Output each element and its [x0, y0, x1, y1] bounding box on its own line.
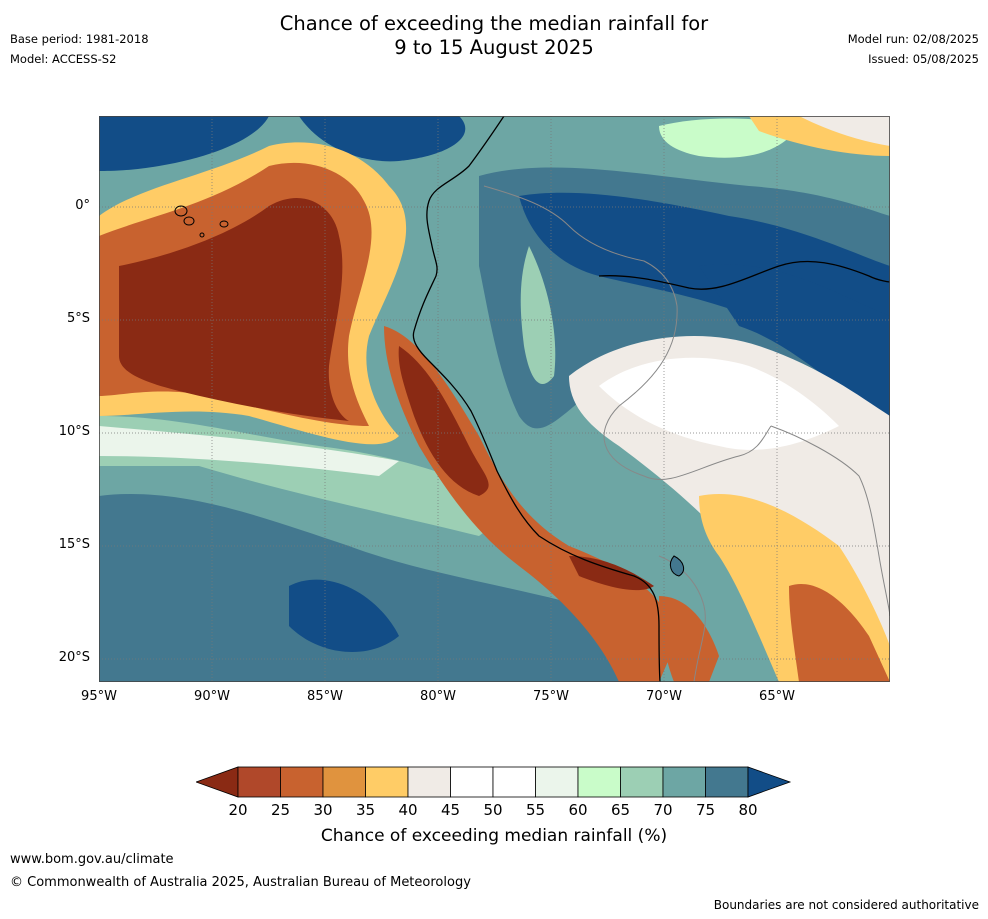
border-peru-brazil	[483, 185, 772, 480]
colorbar-tick-label: 80	[738, 801, 758, 819]
base-period: Base period: 1981-2018	[10, 32, 149, 46]
region-peru-coast-core	[398, 346, 489, 496]
colorbar-bin	[407, 766, 451, 798]
region-northeast-neutral	[799, 116, 890, 146]
colorbar-tick-label: 55	[525, 801, 546, 819]
rainfall-map	[99, 116, 890, 682]
lon-label-75w: 75°W	[533, 689, 569, 704]
colorbar-tick-label: 70	[653, 801, 673, 819]
region-south-pacific	[99, 494, 659, 682]
colorbar-tick-label: 30	[313, 801, 333, 819]
lat-label-5s: 5°S	[66, 311, 90, 326]
colorbar-tick-label: 65	[610, 801, 631, 819]
region-equatorial-light	[99, 426, 399, 476]
title-line-2: 9 to 15 August 2025	[394, 36, 594, 59]
region-south-pacific-dark	[289, 579, 399, 653]
map-svg	[99, 116, 890, 682]
region-dry-core	[119, 197, 349, 421]
colorbar-tick-label: 35	[355, 801, 376, 819]
colorbar-bin	[322, 766, 366, 798]
model-run: Model run: 02/08/2025	[847, 32, 979, 46]
lat-label-0: 0°	[75, 198, 90, 213]
colorbar-label: Chance of exceeding median rainfall (%)	[320, 826, 668, 846]
galapagos-islands	[174, 205, 229, 238]
issued-date: Issued: 05/08/2025	[868, 52, 979, 66]
colorbar-tick-label: 45	[440, 801, 461, 819]
colorbar-extend-low	[194, 766, 239, 798]
colorbar-tick-label: 60	[568, 801, 588, 819]
colorbar-bin	[705, 766, 749, 798]
colorbar-bin	[492, 766, 536, 798]
region-northeast-dark	[699, 264, 890, 416]
coastline-north	[598, 260, 890, 290]
lat-label-10s: 10°S	[58, 424, 90, 439]
region-southeast-dry	[789, 584, 890, 682]
coastline	[412, 116, 661, 682]
colorbar	[194, 765, 794, 801]
lat-label-15s: 15°S	[58, 537, 90, 552]
colorbar-bin	[365, 766, 409, 798]
region-northwest-dark	[99, 116, 269, 171]
colorbar-bin	[620, 766, 664, 798]
model-name: Model: ACCESS-S2	[10, 52, 117, 66]
region-peru-coast-dry	[384, 326, 679, 682]
colorbar-bin	[280, 766, 324, 798]
lat-label-20s: 20°S	[58, 650, 90, 665]
colorbar-bin	[577, 766, 621, 798]
lon-label-65w: 65°W	[759, 689, 795, 704]
colorbar-tick-label: 75	[695, 801, 716, 819]
colorbar-extend-high	[747, 766, 792, 798]
lon-label-80w: 80°W	[420, 689, 456, 704]
colorbar-tick-label: 20	[228, 801, 248, 819]
colorbar-tick-label: 50	[483, 801, 503, 819]
colorbar-svg	[194, 766, 792, 798]
footer-url: www.bom.gov.au/climate	[10, 852, 174, 867]
lon-label-95w: 95°W	[81, 689, 117, 704]
lon-label-90w: 90°W	[194, 689, 230, 704]
title-line-1: Chance of exceeding the median rainfall …	[279, 12, 709, 35]
colorbar-bin	[535, 766, 579, 798]
lake-titicaca	[669, 555, 685, 577]
region-altiplano-dry	[659, 596, 719, 682]
map-border	[99, 116, 890, 682]
colorbar-bin	[662, 766, 706, 798]
colorbar-tick-label: 25	[270, 801, 291, 819]
region-inland-white	[599, 357, 839, 450]
colorbar-bin	[237, 766, 281, 798]
colorbar-tick-label: 40	[398, 801, 418, 819]
region-south-peru-core	[569, 556, 654, 591]
chart-title: Chance of exceeding the median rainfall …	[194, 12, 794, 60]
footer-note: Boundaries are not considered authoritat…	[713, 898, 979, 912]
lon-label-70w: 70°W	[646, 689, 682, 704]
border-bolivia-brazil	[770, 425, 890, 617]
meta-right: Model run: 02/08/2025 Issued: 05/08/2025	[848, 29, 979, 69]
footer-copyright: © Commonwealth of Australia 2025, Austra…	[10, 875, 471, 890]
graticule	[99, 116, 890, 682]
region-green-patch-1	[520, 246, 556, 385]
colorbar-bin	[450, 766, 494, 798]
meta-left: Base period: 1981-2018 Model: ACCESS-S2	[10, 29, 149, 69]
lon-label-85w: 85°W	[307, 689, 343, 704]
